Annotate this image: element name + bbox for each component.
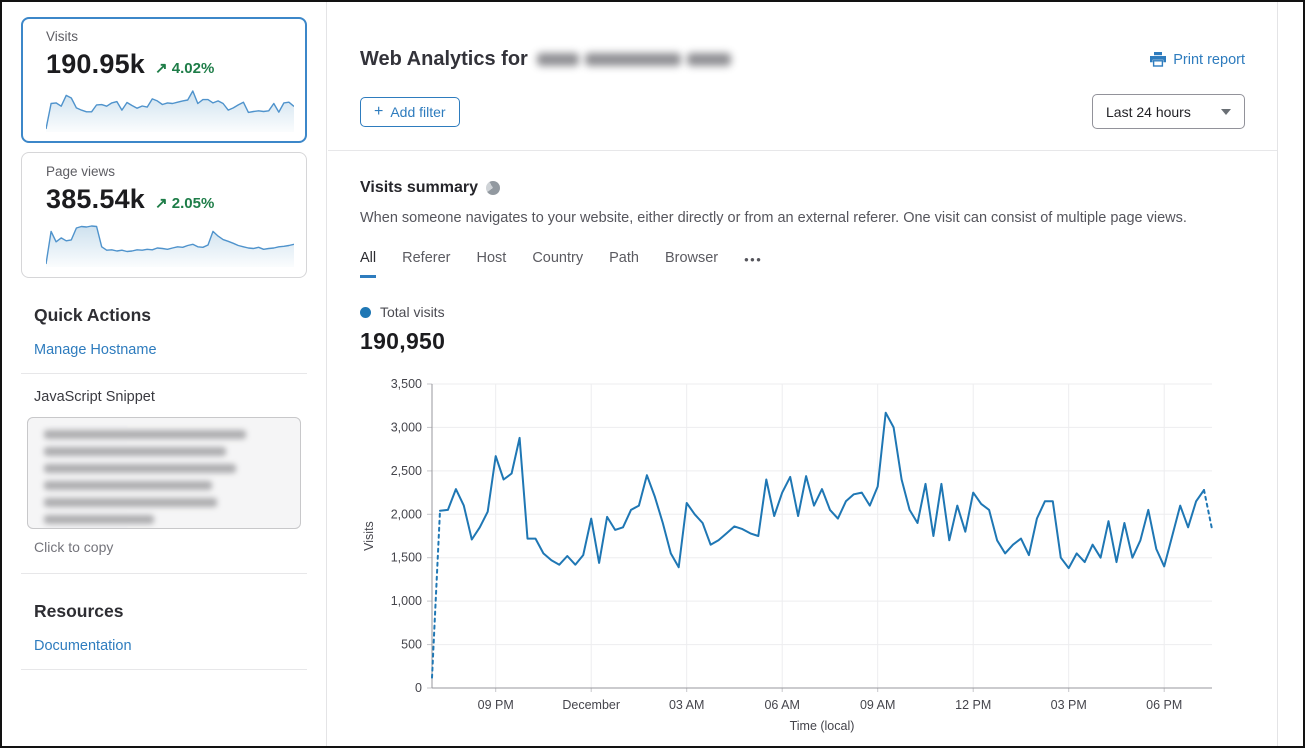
tab-referer[interactable]: Referer (402, 250, 451, 266)
blurred-code-line (44, 481, 212, 490)
blurred-code-line (44, 430, 246, 439)
line-dashed-tail (1203, 489, 1213, 531)
visits-sparkline (45, 88, 295, 132)
blurred-code-line (44, 464, 236, 473)
pageviews-stat-card[interactable]: Page views 385.54k ↗ 2.05% (21, 152, 307, 278)
divider (21, 373, 307, 374)
blurred-code-line (44, 498, 217, 507)
blurred-code-line (44, 447, 227, 456)
total-visits-value: 190,950 (360, 328, 446, 354)
pageviews-sparkline (45, 223, 295, 267)
tab-browser[interactable]: Browser (664, 250, 719, 266)
chevron-down-icon (1221, 108, 1231, 115)
pageviews-card-value: 385.54k (46, 184, 145, 214)
y-tick-label: 0 (415, 681, 422, 695)
y-tick-label: 500 (401, 638, 422, 652)
visits-line-chart[interactable]: 0 500 1,000 1,500 2,000 2,500 3,000 3,500 09 PM D… (358, 368, 1245, 739)
y-tick-label: 1,000 (391, 594, 422, 608)
tab-country[interactable]: Country (532, 250, 584, 266)
trend-up-icon: ↗ (155, 195, 168, 212)
y-tick-label: 2,000 (391, 507, 422, 521)
plus-icon: + (374, 102, 384, 120)
chart-legend: Total visits (360, 304, 1245, 320)
printer-icon (1150, 52, 1167, 67)
y-tick-label: 2,500 (391, 464, 422, 478)
quick-actions-heading: Quick Actions (34, 305, 152, 325)
resources-heading: Resources (34, 601, 124, 621)
x-tick-label: December (562, 698, 620, 712)
x-tick-label: 06 PM (1146, 698, 1182, 712)
divider (21, 573, 307, 574)
trend-up-icon: ↗ (155, 60, 168, 77)
y-axis-label: Visits (362, 521, 376, 551)
visits-card-value: 190.95k (46, 49, 145, 79)
x-tick-label: 09 AM (860, 698, 895, 712)
js-snippet-box[interactable] (27, 417, 301, 529)
legend-label: Total visits (380, 304, 445, 320)
visits-summary-description: When someone navigates to your website, … (360, 210, 1187, 226)
summary-tabs: All Referer Host Country Path Browser ••… (360, 250, 1245, 278)
visits-summary-title: Visits summary (360, 179, 478, 196)
x-tick-label: 03 AM (669, 698, 704, 712)
documentation-link[interactable]: Documentation (34, 638, 132, 654)
legend-dot-icon (360, 306, 371, 318)
y-tick-label: 3,500 (391, 377, 422, 391)
time-range-select[interactable]: Last 24 hours (1092, 94, 1245, 129)
add-filter-button[interactable]: + Add filter (360, 96, 460, 127)
page-title: Web Analytics for (360, 48, 731, 71)
manage-hostname-link[interactable]: Manage Hostname (34, 342, 157, 358)
tab-all[interactable]: All (360, 250, 377, 278)
blurred-domain (536, 53, 731, 66)
tab-host[interactable]: Host (476, 250, 507, 266)
more-tabs-icon[interactable]: ••• (744, 252, 763, 267)
x-tick-label: 03 PM (1051, 698, 1087, 712)
tab-path[interactable]: Path (609, 250, 639, 266)
line-dashed-head (431, 509, 441, 679)
help-icon[interactable] (486, 181, 500, 195)
blurred-code-line (44, 515, 155, 524)
visits-card-delta: ↗ 4.02% (155, 60, 215, 77)
print-report-link[interactable]: Print report (1150, 52, 1245, 68)
main-content: Web Analytics for Print report + Add fil… (328, 2, 1278, 746)
js-snippet-label: JavaScript Snippet (34, 389, 155, 405)
y-tick-label: 1,500 (391, 551, 422, 565)
click-to-copy-hint: Click to copy (34, 539, 114, 555)
x-tick-label: 06 AM (764, 698, 799, 712)
divider (21, 669, 307, 670)
visits-card-label: Visits (46, 29, 79, 44)
pageviews-card-delta: ↗ 2.05% (155, 195, 215, 212)
y-tick-label: 3,000 (391, 420, 422, 434)
sidebar: Visits 190.95k ↗ 4.02% Page views 385.54… (2, 2, 327, 746)
x-tick-label: 09 PM (478, 698, 514, 712)
x-tick-label: 12 PM (955, 698, 991, 712)
x-axis-label: Time (local) (790, 719, 855, 733)
pageviews-card-label: Page views (46, 164, 116, 179)
visits-stat-card[interactable]: Visits 190.95k ↗ 4.02% (21, 17, 307, 143)
line-series (439, 411, 1205, 570)
divider (328, 150, 1277, 151)
